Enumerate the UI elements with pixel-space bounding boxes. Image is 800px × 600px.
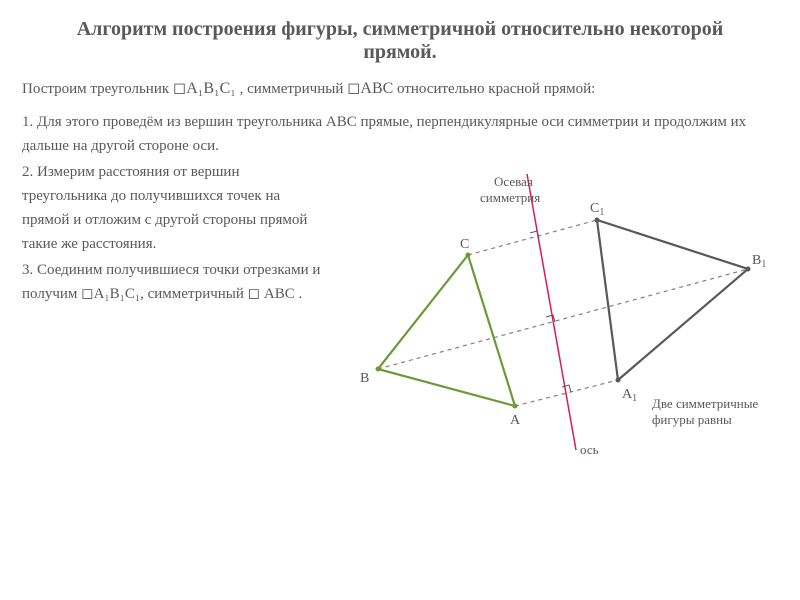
axis-label: ось <box>580 442 599 457</box>
step2-paragraph: 2. Измерим расстояния от вершин треуголь… <box>22 160 322 256</box>
equal-note: Две симметричные фигуры равны <box>652 396 761 427</box>
intro-tri2: ◻ABC <box>347 80 393 97</box>
intro-text-after: относительно красной прямой: <box>393 81 595 97</box>
step3-mid: , симметричный <box>140 286 248 302</box>
label-c1: C1 <box>590 201 604 218</box>
label-a1: A1 <box>622 387 637 404</box>
triangle-a1b1c1 <box>597 220 748 380</box>
step3-tri2: ◻ ABC . <box>248 286 303 302</box>
step1-paragraph: 1. Для этого проведём из вершин треуголь… <box>0 102 800 158</box>
intro-paragraph: Построим треугольник ◻A₁B₁C₁ , симметрич… <box>0 72 800 102</box>
label-b1: B1 <box>752 253 766 270</box>
page-title: Алгоритм построения фигуры, симметричной… <box>0 0 800 72</box>
perp-marks <box>530 231 571 392</box>
intro-tri1: ◻A₁B₁C₁ <box>173 80 236 97</box>
intro-text-before: Построим треугольник <box>22 81 173 97</box>
axis-line <box>527 174 576 450</box>
label-a: A <box>510 413 521 428</box>
triangle-abc <box>378 255 515 406</box>
step3-paragraph: 3. Соединим получившиеся точки отрезками… <box>22 258 322 306</box>
step3-tri: ◻A₁B₁C₁ <box>81 286 140 302</box>
axis-annotation: Осевая симметрия <box>480 174 540 205</box>
label-c: C <box>460 237 469 252</box>
intro-text-mid: , симметричный <box>236 81 347 97</box>
diagram: A B C A1 B1 C1 Осевая симметрия Две симм… <box>322 160 794 460</box>
label-b: B <box>360 371 369 386</box>
